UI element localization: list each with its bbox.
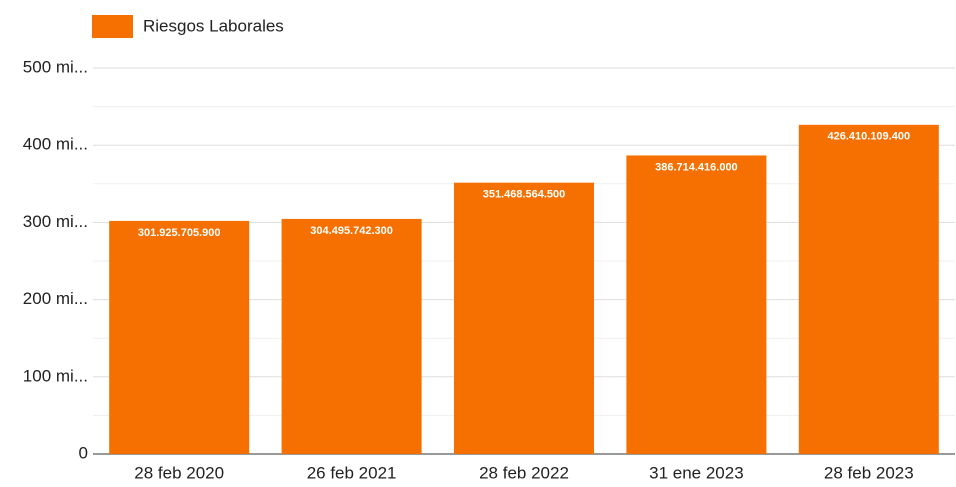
y-tick-label: 0 [79,443,88,462]
x-tick-label: 28 feb 2023 [824,463,914,482]
value-label: 304.495.742.300 [310,225,393,237]
x-tick-label: 26 feb 2021 [307,463,397,482]
y-tick-label: 100 mi... [23,366,88,385]
bar [281,218,422,454]
y-tick-label: 300 mi... [23,212,88,231]
y-tick-label: 500 mi... [23,57,88,76]
bar [626,155,767,454]
bar [798,124,939,454]
legend-label: Riesgos Laborales [143,16,284,35]
bar [109,220,250,454]
value-label: 351.468.564.500 [483,189,566,201]
value-label: 301.925.705.900 [138,227,221,239]
value-label: 386.714.416.000 [655,161,738,173]
x-tick-label: 28 feb 2020 [134,463,224,482]
x-tick-label: 28 feb 2022 [479,463,569,482]
legend-swatch [92,15,133,38]
y-tick-label: 400 mi... [23,135,88,154]
bar [454,182,594,455]
x-tick-label: 31 ene 2023 [649,463,744,482]
y-tick-label: 200 mi... [23,289,88,308]
value-label: 426.410.109.400 [828,131,911,143]
